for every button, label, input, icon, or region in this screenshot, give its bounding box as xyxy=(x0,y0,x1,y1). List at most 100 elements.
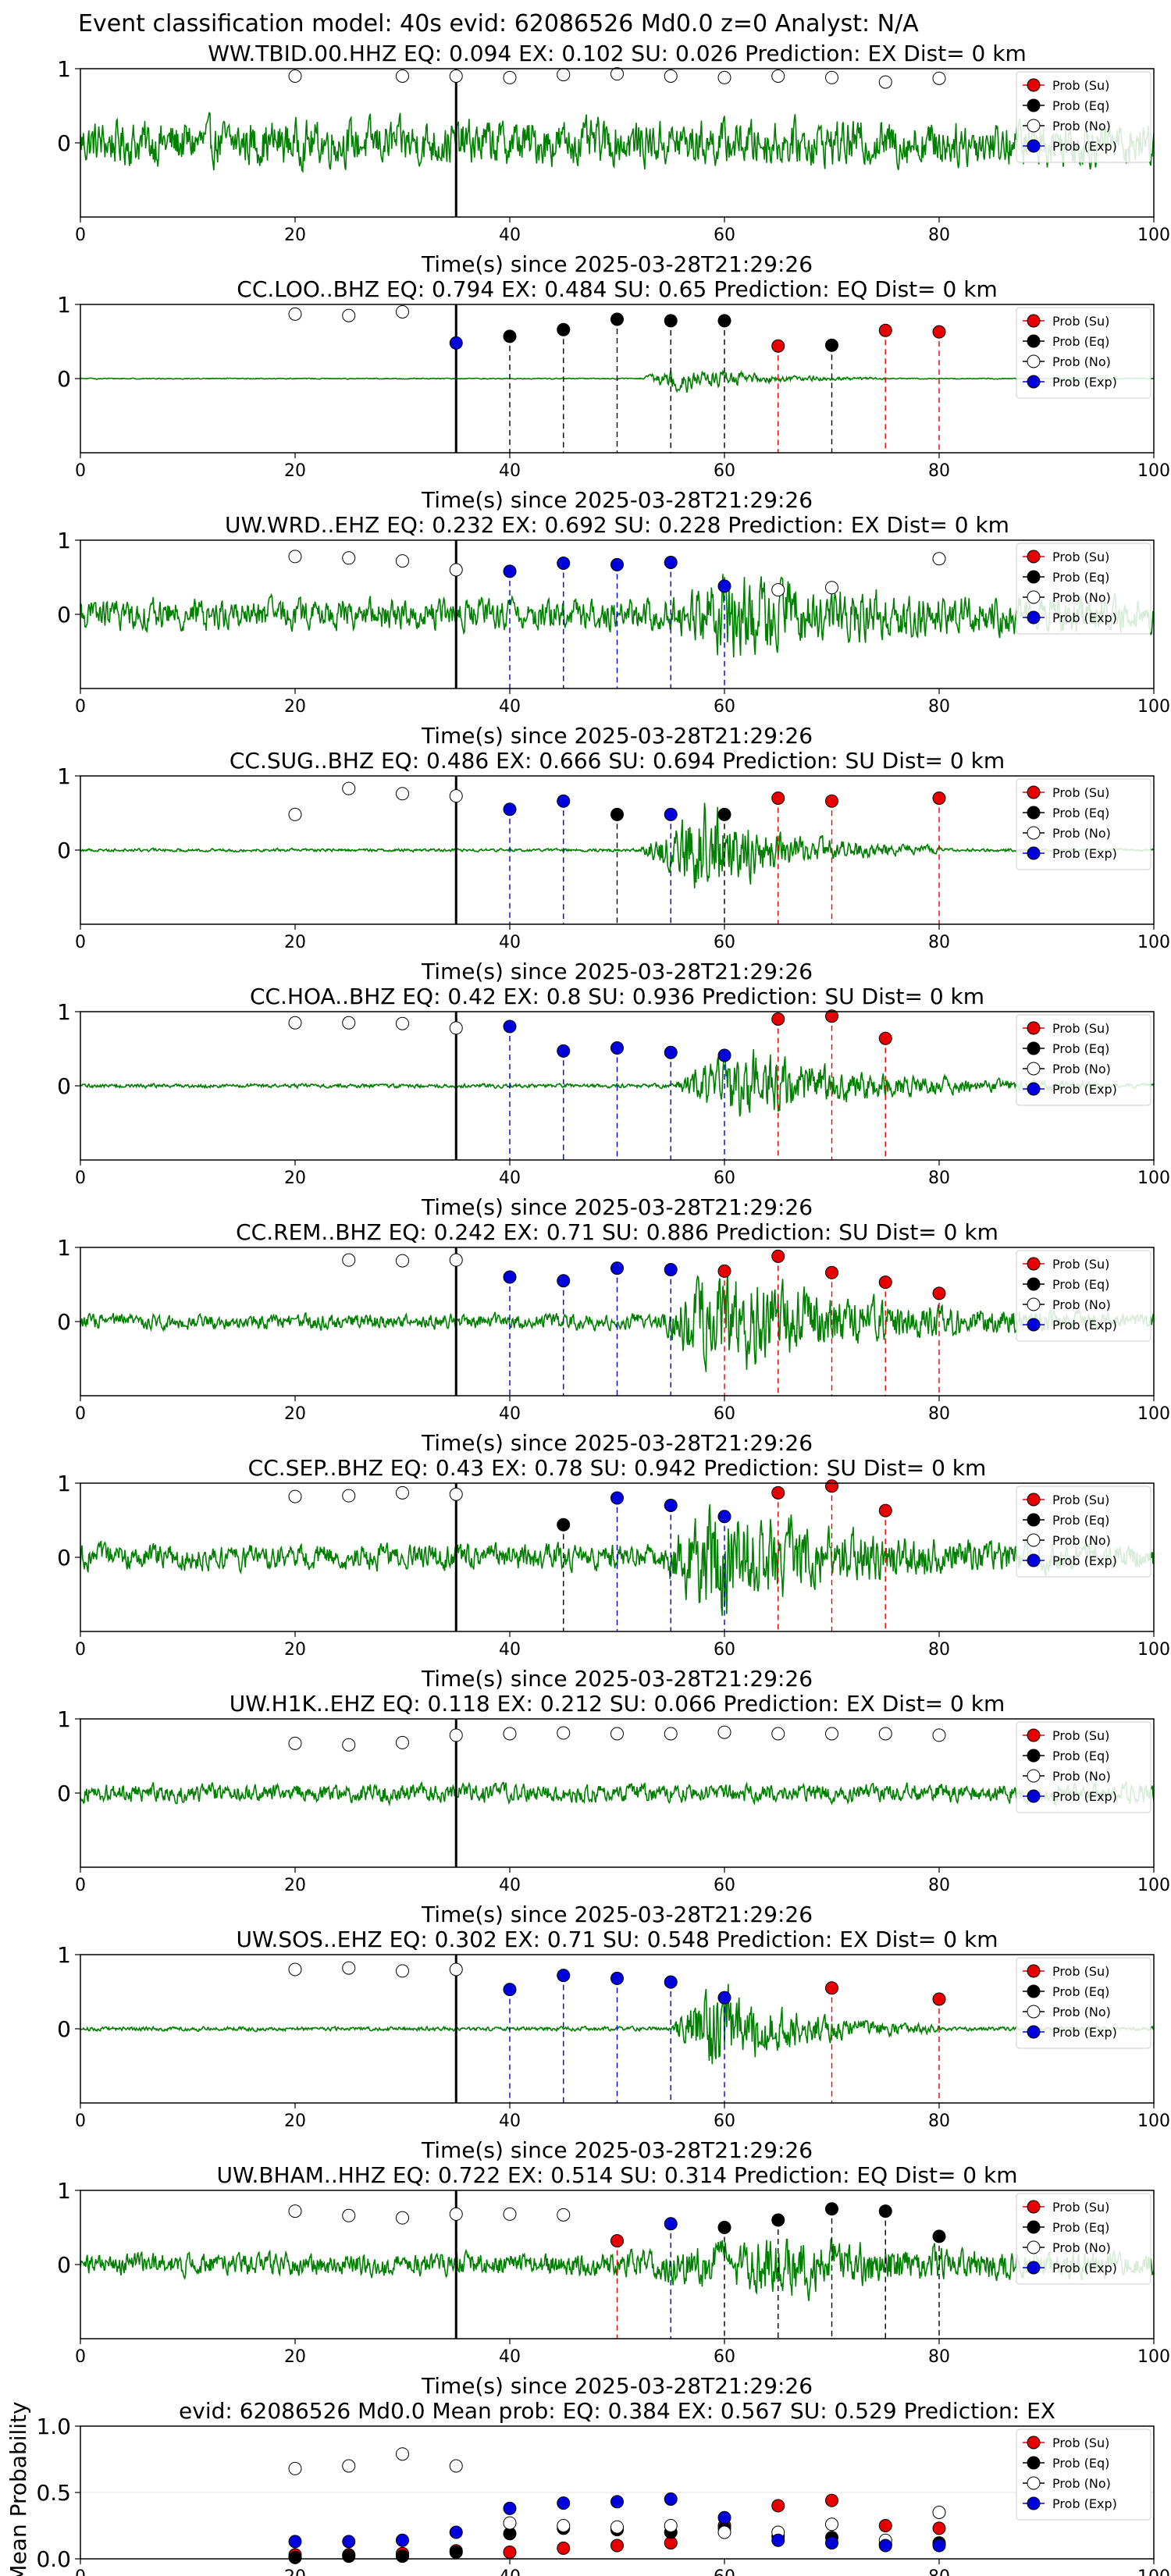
x-tick-label: 40 xyxy=(499,2567,521,2576)
prob-marker-su xyxy=(878,323,892,337)
x-tick-label: 20 xyxy=(284,1876,306,1895)
prob-marker-no xyxy=(342,1253,356,1267)
x-tick-label: 60 xyxy=(714,1169,735,1188)
legend-marker xyxy=(1027,550,1041,564)
legend-marker xyxy=(1027,78,1041,92)
y-tick-label: 1 xyxy=(57,56,71,82)
mean-point-2 xyxy=(717,2525,731,2539)
x-tick-label: 40 xyxy=(499,226,521,245)
prob-marker-exp xyxy=(557,1969,571,1983)
prob-marker-eq xyxy=(664,314,678,328)
waveform-trace xyxy=(80,112,1154,173)
x-tick-label: 20 xyxy=(284,461,306,481)
prob-marker-no xyxy=(932,552,946,566)
legend-label: Prob (No) xyxy=(1052,1769,1111,1784)
prob-marker-exp xyxy=(557,794,571,808)
x-tick-label: 40 xyxy=(499,461,521,481)
prob-marker-no xyxy=(503,70,517,84)
prob-marker-no xyxy=(396,1964,409,1978)
prob-marker-no xyxy=(288,2204,302,2218)
legend-label: Prob (Eq) xyxy=(1052,1513,1109,1528)
x-tick-label: 60 xyxy=(714,933,735,952)
prob-marker-no xyxy=(396,1016,409,1030)
x-tick-label: 60 xyxy=(714,1404,735,1424)
mean-point-3 xyxy=(396,2533,409,2547)
prob-marker-su xyxy=(878,1276,892,1290)
x-tick-label: 60 xyxy=(714,2112,735,2131)
y-tick-label: 1 xyxy=(57,1235,71,1261)
prob-marker-eq xyxy=(503,329,517,343)
legend-label: Prob (Eq) xyxy=(1052,334,1109,349)
prob-marker-su xyxy=(610,2234,624,2248)
legend-marker xyxy=(1027,314,1041,328)
legend-label: Prob (No) xyxy=(1052,2240,1111,2255)
prob-marker-su xyxy=(825,1479,838,1493)
prob-marker-no xyxy=(396,2211,409,2225)
legend-marker xyxy=(1027,570,1041,584)
panel-5: CC.REM..BHZ EQ: 0.242 EX: 0.71 SU: 0.886… xyxy=(57,1219,1170,1456)
prob-marker-no xyxy=(288,1962,302,1976)
prob-marker-no xyxy=(288,1016,302,1030)
legend-label: Prob (Exp) xyxy=(1052,1789,1117,1804)
legend-marker xyxy=(1027,1493,1041,1507)
legend-box xyxy=(1016,71,1151,163)
mean-point-2 xyxy=(664,2519,678,2532)
prob-marker-no xyxy=(557,2208,571,2222)
mean-point-3 xyxy=(449,2525,463,2539)
prob-marker-su xyxy=(717,1264,731,1278)
legend-label: Prob (No) xyxy=(1052,2005,1111,2019)
prob-marker-no xyxy=(825,70,838,84)
x-tick-label: 100 xyxy=(1137,461,1170,481)
prob-marker-no xyxy=(825,1727,838,1741)
mean-point-3 xyxy=(503,2501,517,2515)
x-tick-label: 80 xyxy=(928,461,950,481)
prob-marker-no xyxy=(396,69,409,83)
prob-marker-su xyxy=(932,1286,946,1300)
prob-marker-no xyxy=(449,69,463,83)
y-tick-label: 0.0 xyxy=(36,2546,71,2572)
prob-marker-no xyxy=(396,1485,409,1500)
y-tick-label: 0 xyxy=(57,1309,71,1335)
mean-point-2 xyxy=(932,2506,946,2519)
x-tick-label: 100 xyxy=(1137,2347,1170,2367)
legend-label: Prob (No) xyxy=(1052,1297,1111,1312)
panel-7: UW.H1K..EHZ EQ: 0.118 EX: 0.212 SU: 0.06… xyxy=(57,1691,1170,1927)
prob-marker-exp xyxy=(610,1041,624,1055)
prob-marker-no xyxy=(503,1727,517,1741)
legend-box xyxy=(1016,543,1151,635)
x-tick-label: 0 xyxy=(75,2567,86,2576)
prob-marker-no xyxy=(449,1728,463,1742)
x-tick-label: 100 xyxy=(1137,1169,1170,1188)
waveform-trace xyxy=(80,1049,1154,1117)
legend-label: Prob (No) xyxy=(1052,1062,1111,1076)
prob-marker-no xyxy=(342,781,356,795)
legend-label: Prob (Eq) xyxy=(1052,570,1109,585)
y-axis-label: Mean Probability xyxy=(5,2401,31,2576)
x-tick-label: 0 xyxy=(75,1640,86,1660)
y-tick-label: 1 xyxy=(57,1942,71,1968)
x-tick-label: 80 xyxy=(928,2112,950,2131)
prob-marker-exp xyxy=(610,1491,624,1505)
panel-title: CC.HOA..BHZ EQ: 0.42 EX: 0.8 SU: 0.936 P… xyxy=(250,984,984,1009)
x-tick-label: 20 xyxy=(284,1640,306,1660)
mean-point-3 xyxy=(878,2539,892,2553)
prob-marker-no xyxy=(288,307,302,321)
legend-label: Prob (Su) xyxy=(1052,1728,1109,1743)
prob-marker-exp xyxy=(503,564,517,578)
prob-marker-su xyxy=(932,1992,946,2006)
prob-marker-exp xyxy=(610,1261,624,1276)
prob-marker-eq xyxy=(825,2202,838,2216)
x-tick-label: 20 xyxy=(284,933,306,952)
x-tick-label: 40 xyxy=(499,1640,521,1660)
prob-marker-eq xyxy=(717,807,731,821)
y-tick-label: 0 xyxy=(57,602,71,628)
legend-marker xyxy=(1027,2435,1041,2450)
prob-marker-exp xyxy=(664,2217,678,2231)
y-tick-label: 0 xyxy=(57,130,71,156)
mean-point-2 xyxy=(449,2459,463,2473)
legend-label: Prob (Eq) xyxy=(1052,2456,1109,2471)
prob-marker-no xyxy=(342,2208,356,2222)
legend-label: Prob (Exp) xyxy=(1052,1553,1117,1568)
mean-point-3 xyxy=(610,2495,624,2509)
legend-box xyxy=(1016,307,1151,399)
